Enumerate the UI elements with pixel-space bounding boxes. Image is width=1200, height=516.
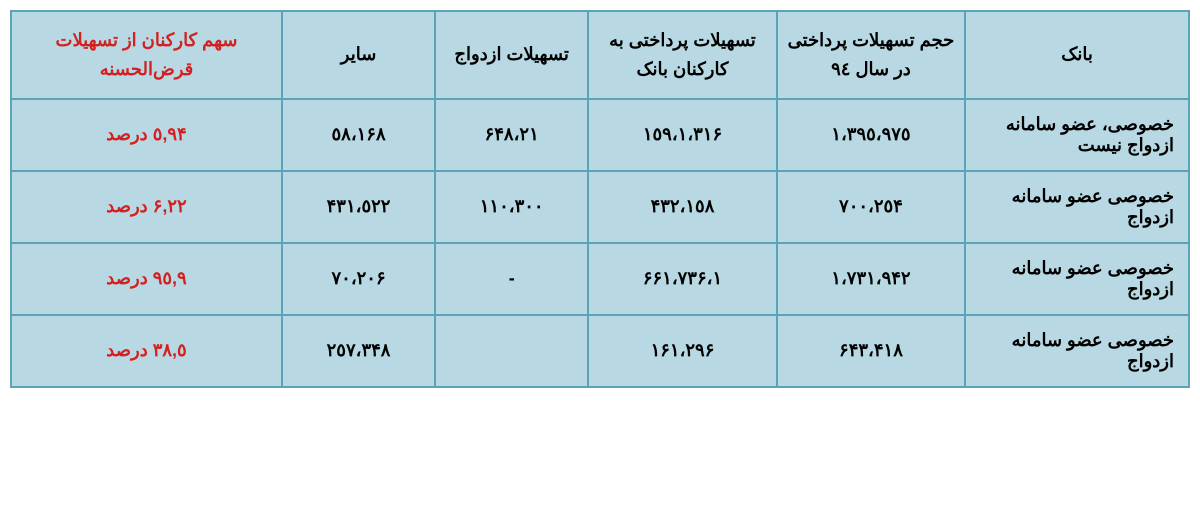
table-row: خصوصی، عضو سامانه ازدواج نیست ١،٣٩٥،٩٧٥ … xyxy=(11,99,1189,171)
header-volume: حجم تسهیلات پرداختی در سال ٩٤ xyxy=(777,11,965,99)
table-header-row: بانک حجم تسهیلات پرداختی در سال ٩٤ تسهیل… xyxy=(11,11,1189,99)
cell-share: ٩٥,٩ درصد xyxy=(11,243,282,315)
loans-table: بانک حجم تسهیلات پرداختی در سال ٩٤ تسهیل… xyxy=(10,10,1190,388)
header-bank: بانک xyxy=(965,11,1189,99)
cell-other: ۴٣١،٥٢٢ xyxy=(282,171,435,243)
cell-volume: ١،٧٣١،٩۴٢ xyxy=(777,243,965,315)
cell-bank: خصوصی عضو سامانه ازدواج xyxy=(965,171,1189,243)
header-marriage: تسهیلات ازدواج xyxy=(435,11,588,99)
cell-bank: خصوصی، عضو سامانه ازدواج نیست xyxy=(965,99,1189,171)
header-other: سایر xyxy=(282,11,435,99)
cell-marriage: - xyxy=(435,243,588,315)
cell-other: ٢٥٧،٣۴٨ xyxy=(282,315,435,387)
header-share: سهم کارکنان از تسهیلات قرض‌الحسنه xyxy=(11,11,282,99)
cell-bank: خصوصی عضو سامانه ازدواج xyxy=(965,315,1189,387)
cell-other: ٧٠،٢٠۶ xyxy=(282,243,435,315)
header-employees: تسهیلات پرداختی به کارکنان بانک xyxy=(588,11,776,99)
table-row: خصوصی عضو سامانه ازدواج ١،٧٣١،٩۴٢ ١،۶۶١،… xyxy=(11,243,1189,315)
cell-volume: ۴١٨،۶۴٣ xyxy=(777,315,965,387)
cell-share: ٢٢,۶ درصد xyxy=(11,171,282,243)
cell-marriage: ١١٠،٣٠٠ xyxy=(435,171,588,243)
cell-share: ٩۴,٥ درصد xyxy=(11,99,282,171)
cell-employees: ١،٣١۶،١٥٩ xyxy=(588,99,776,171)
cell-volume: ٧٠٠،٢٥۴ xyxy=(777,171,965,243)
cell-marriage: ٢١،۶۴٨ xyxy=(435,99,588,171)
cell-employees: ١٥٨،۴٣٢ xyxy=(588,171,776,243)
cell-bank: خصوصی عضو سامانه ازدواج xyxy=(965,243,1189,315)
cell-volume: ١،٣٩٥،٩٧٥ xyxy=(777,99,965,171)
table-row: خصوصی عضو سامانه ازدواج ٧٠٠،٢٥۴ ١٥٨،۴٣٢ … xyxy=(11,171,1189,243)
cell-other: ٥٨،١۶٨ xyxy=(282,99,435,171)
cell-employees: ١۶١،٢٩۶ xyxy=(588,315,776,387)
cell-marriage xyxy=(435,315,588,387)
table-row: خصوصی عضو سامانه ازدواج ۴١٨،۶۴٣ ١۶١،٢٩۶ … xyxy=(11,315,1189,387)
cell-employees: ١،۶۶١،٧٣۶ xyxy=(588,243,776,315)
cell-share: ٣٨,٥ درصد xyxy=(11,315,282,387)
